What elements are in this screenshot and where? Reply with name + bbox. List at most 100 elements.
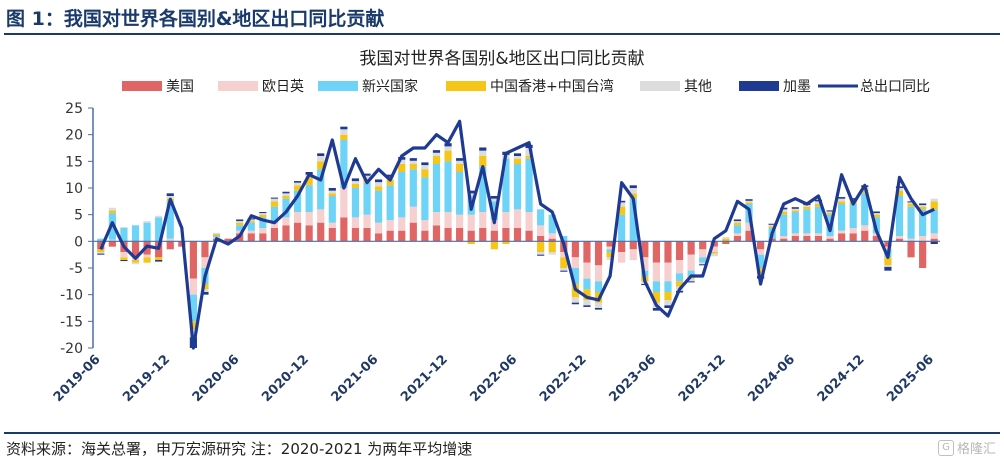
bar-segment (838, 233, 846, 242)
bar-segment (212, 233, 221, 236)
bar-segment (745, 222, 753, 231)
bar-segment (247, 221, 255, 223)
bar-segment (502, 228, 510, 242)
bar-segment (97, 249, 105, 252)
bar-segment (629, 185, 637, 188)
bar-segment (919, 241, 927, 268)
bar-segment (317, 169, 325, 210)
bar-segment (780, 209, 788, 212)
bar-segment (768, 224, 776, 227)
bar-segment (652, 292, 660, 303)
bar-segment (270, 206, 279, 223)
bar-segment (861, 225, 869, 231)
bar-segment (594, 308, 603, 310)
bar-segment (618, 206, 626, 215)
bar-segment (919, 205, 927, 207)
bar-segment (201, 241, 209, 258)
bar-segment (930, 241, 938, 244)
bar-segment (409, 206, 417, 223)
bar-segment (537, 209, 545, 226)
bar-segment (143, 222, 151, 242)
legend-label: 欧日英 (262, 78, 304, 95)
bar-segment (560, 236, 568, 242)
bar-segment (166, 238, 174, 242)
legend-swatch (739, 81, 779, 91)
bar-segment (444, 143, 452, 147)
bar-segment (490, 241, 498, 250)
bar-segment (629, 249, 637, 260)
bar-segment (919, 236, 927, 242)
bar-segment (120, 252, 128, 258)
bar-segment (236, 230, 244, 234)
bar-segment (247, 222, 255, 231)
bar-segment (432, 225, 441, 242)
bar-segment (629, 241, 637, 250)
bar-segment (108, 210, 116, 214)
bar-segment (421, 165, 429, 170)
legend-label: 新兴国家 (362, 78, 418, 95)
x-axis: 2019-06 2019-12 2020-06 2020-12 2021-06 2021-… (51, 352, 937, 405)
bar-segment (340, 140, 348, 188)
bar-segment (548, 238, 556, 242)
bar-segment (652, 308, 660, 311)
bar-segment (317, 222, 325, 242)
bar-segment (166, 201, 174, 239)
bar-segment (699, 241, 707, 250)
bar-segment (803, 205, 811, 207)
bar-segment (513, 153, 522, 156)
bar-segment (120, 226, 128, 228)
bar-segment (884, 265, 892, 267)
legend-swatch (218, 81, 258, 91)
bar-segment (293, 181, 302, 183)
bar-segment (548, 241, 556, 252)
bar-segment (490, 220, 498, 231)
bar-segment (398, 159, 406, 164)
bar-segment (375, 233, 383, 242)
bar-segment (872, 236, 880, 242)
bar-segment (259, 212, 267, 214)
bar-segment (467, 214, 475, 231)
legend-swatch (318, 81, 358, 91)
bar-segment (733, 219, 742, 222)
bar-segment (849, 233, 857, 242)
bar-segment (444, 161, 452, 212)
bar-segment (745, 200, 753, 203)
bar-segment (537, 225, 545, 236)
bar-segment (166, 196, 174, 199)
bar-segment (594, 281, 603, 292)
bar-segment (398, 230, 406, 242)
bar-segment (791, 236, 799, 242)
bar-segment (479, 150, 487, 156)
bar-segment (849, 204, 857, 228)
bar-segment (525, 158, 533, 212)
bar-segment (560, 252, 568, 258)
bar-segment (861, 193, 869, 226)
bar-segment (652, 262, 660, 282)
y-axis: 25 20 15 10 5 0 -5 -10 -15 -20 (60, 101, 94, 357)
bar-segment (571, 297, 579, 303)
bar-segment (375, 182, 383, 187)
bar-segment (629, 198, 637, 242)
figure-title: 图 1：我国对世界各国别&地区出口同比贡献 (6, 8, 385, 30)
bar-segment (293, 185, 302, 191)
bar-segment (641, 241, 649, 258)
bar-segment (849, 198, 857, 200)
bar-segment (340, 217, 348, 242)
bar-segment (513, 156, 522, 159)
bar-segment (838, 230, 846, 234)
bar-segment (328, 196, 336, 223)
bar-segment (375, 179, 383, 183)
bar-segment (375, 186, 383, 191)
bar-segment (560, 270, 568, 272)
bar-segment (583, 289, 591, 300)
bar-segment (270, 197, 279, 199)
bar-segment (131, 225, 140, 242)
bar-segment (791, 207, 799, 209)
bar-segment (259, 228, 267, 234)
bar-segment (814, 204, 823, 207)
bar-segment (444, 150, 452, 162)
watermark: G 格隆汇 (937, 438, 996, 457)
bar-segment (317, 209, 325, 223)
bar-segment (479, 228, 487, 242)
x-tick-label: 2021-06 (329, 352, 382, 405)
